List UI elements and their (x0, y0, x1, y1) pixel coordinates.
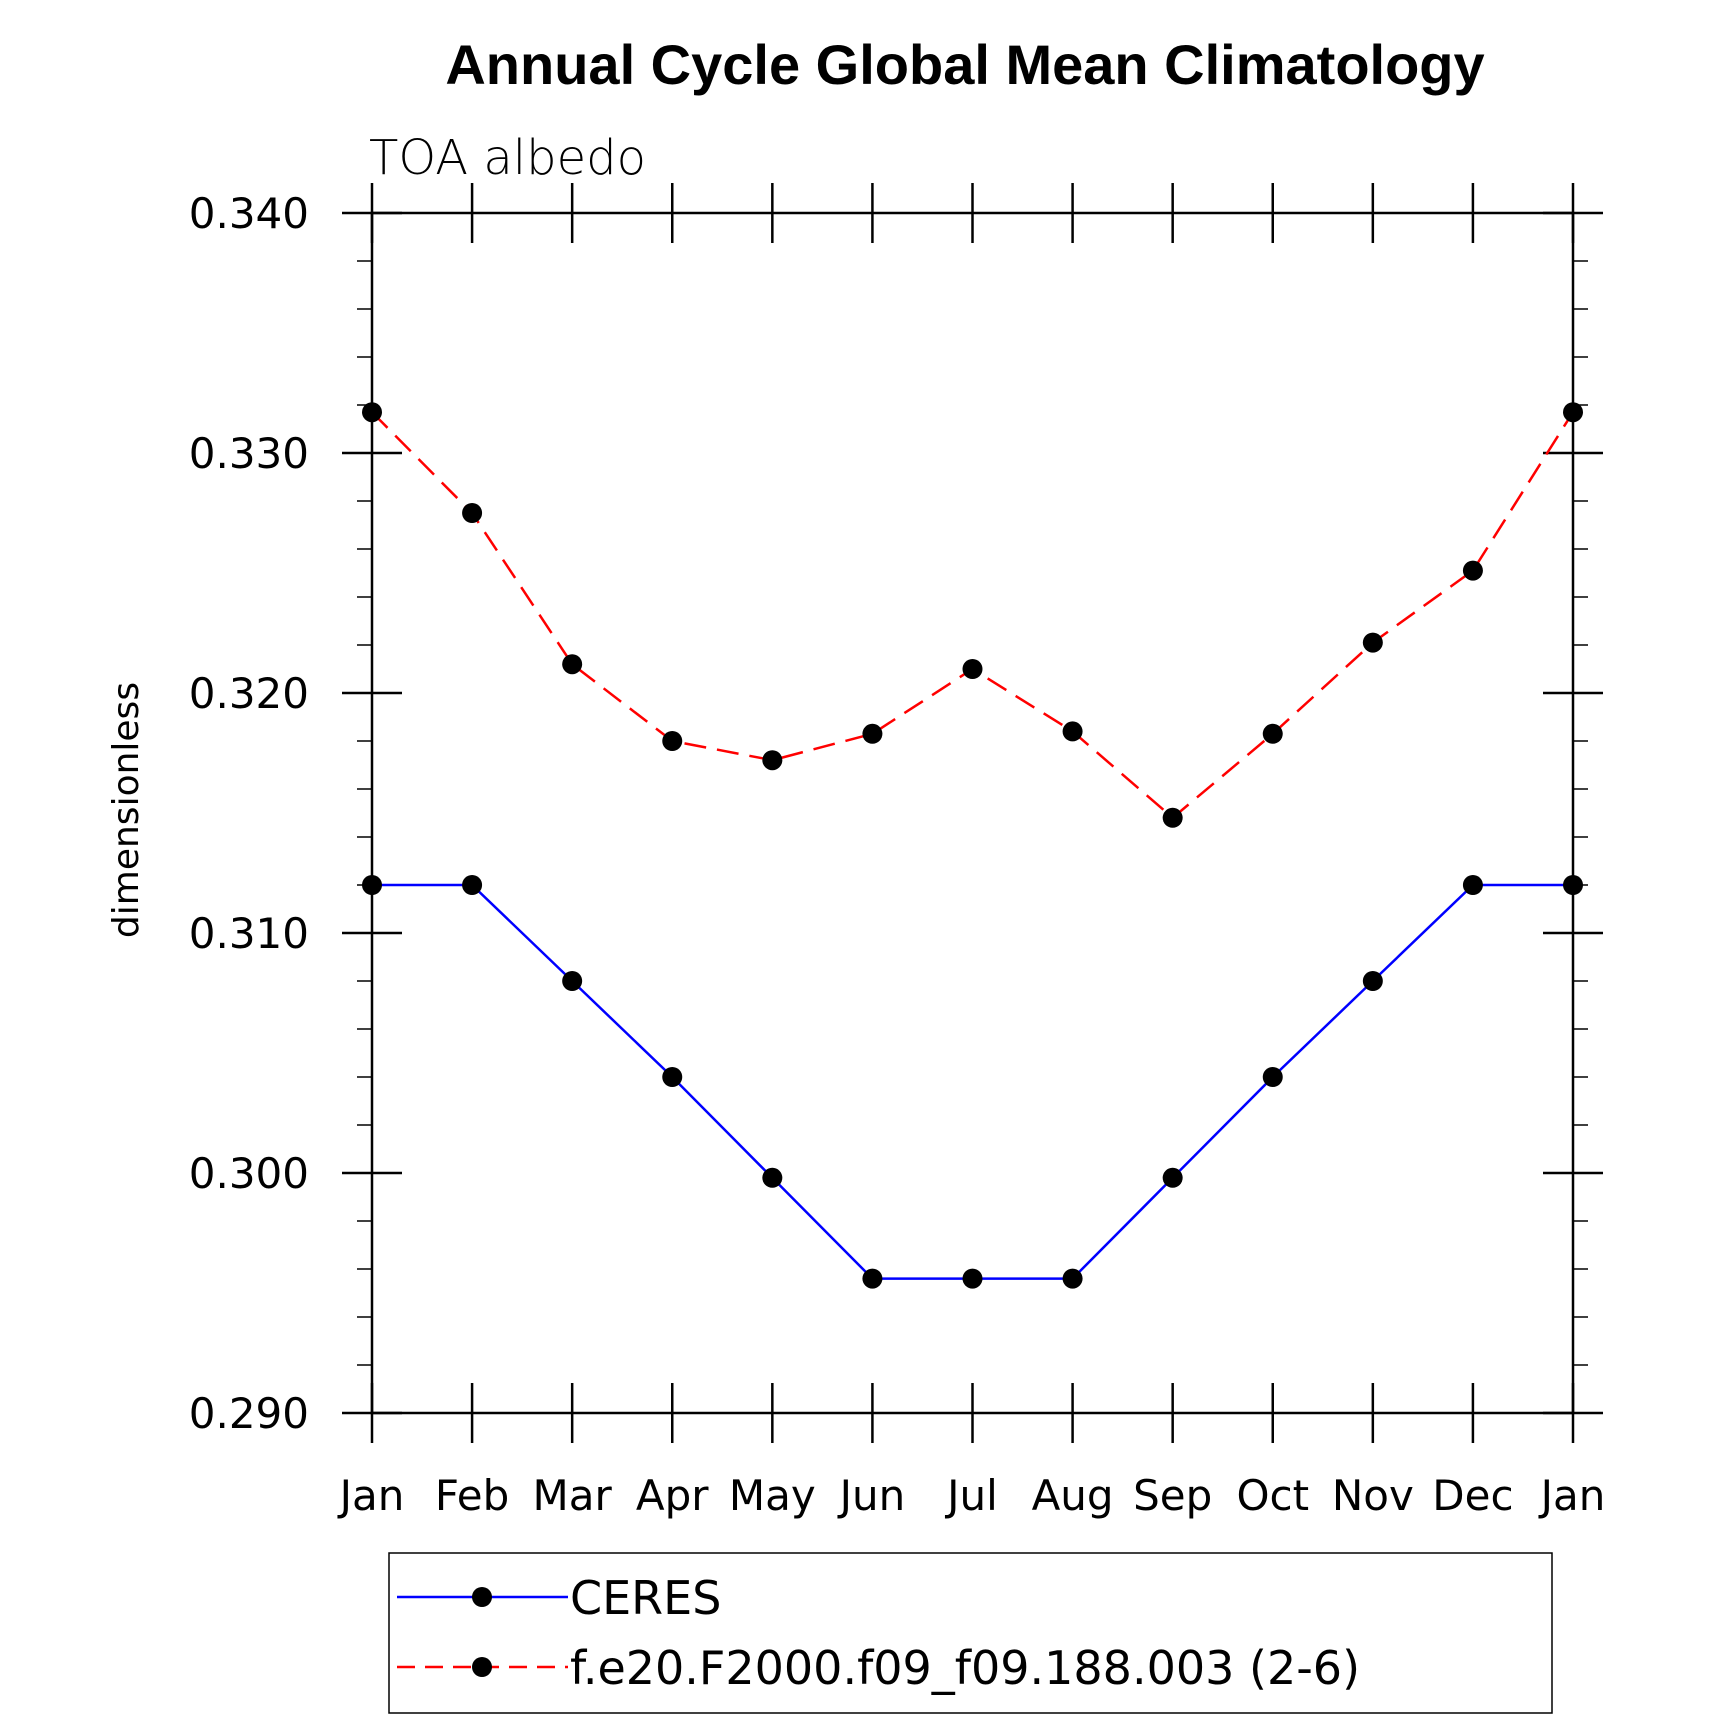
data-point-model (1362, 632, 1383, 653)
plot-border (370, 211, 1575, 1415)
y-tick-label: 0.330 (189, 429, 309, 478)
data-point-ceres (562, 971, 583, 991)
y-tick-label: 0.310 (189, 909, 309, 958)
data-point-model (762, 750, 783, 771)
plot-frame (370, 211, 1575, 1415)
data-point-ceres (1462, 875, 1483, 895)
x-tick-label: Dec (1432, 1471, 1513, 1520)
data-point-model (962, 659, 983, 679)
x-tick-label: Apr (636, 1471, 709, 1520)
legend-label-model: f.e20.F2000.f09_f09.188.003 (2-6) (570, 1641, 1360, 1695)
data-point-model (662, 731, 683, 751)
y-axis-label: dimensionless (106, 682, 147, 938)
x-tick-label: Sep (1133, 1471, 1212, 1520)
legend: CERES f.e20.F2000.f09_f09.188.003 (2-6) (388, 1552, 1553, 1714)
legend-label-ceres: CERES (570, 1571, 721, 1625)
axis-ticks (342, 183, 1603, 1443)
x-tick-label: Jul (944, 1471, 998, 1520)
data-point-model (462, 503, 483, 523)
chart-subtitle: TOA albedo (369, 130, 646, 186)
legend-marker-model (472, 1657, 492, 1677)
data-point-model (1462, 560, 1483, 581)
data-point-ceres (1362, 971, 1383, 991)
series-line-model (371, 411, 1575, 820)
chart-title: Annual Cycle Global Mean Climatology (445, 33, 1484, 96)
data-point-ceres (962, 1268, 983, 1289)
y-tick-labels: 0.290 0.300 0.310 0.320 0.330 0.340 (189, 189, 309, 1438)
x-tick-label: Jun (837, 1471, 906, 1520)
data-point-ceres (362, 875, 382, 895)
data-point-ceres (762, 1167, 783, 1188)
data-point-ceres (1563, 875, 1583, 895)
data-point-ceres (1162, 1167, 1183, 1188)
data-point-model (362, 402, 382, 423)
data-point-model (1162, 807, 1183, 828)
series-line-ceres (372, 883, 1573, 1280)
y-tick-label: 0.340 (189, 189, 309, 238)
y-tick-label: 0.320 (189, 669, 309, 718)
x-tick-label: Aug (1032, 1471, 1114, 1520)
y-tick-label: 0.300 (189, 1149, 309, 1198)
data-point-model (862, 723, 883, 744)
data-point-model (1563, 402, 1583, 423)
data-point-ceres (1062, 1268, 1083, 1289)
x-tick-label: Jan (337, 1471, 405, 1520)
x-tick-label: May (729, 1471, 816, 1520)
y-tick-label: 0.290 (189, 1389, 309, 1438)
legend-box (388, 1552, 1553, 1714)
x-tick-label: Feb (435, 1471, 509, 1520)
x-tick-labels: Jan Feb Mar Apr May Jun Jul Aug Sep Oct Nov Dec Jan (337, 1471, 1606, 1520)
x-tick-label: Mar (533, 1471, 613, 1520)
x-tick-label: Nov (1332, 1471, 1414, 1520)
series-group (362, 402, 1583, 1289)
legend-marker-ceres (472, 1587, 492, 1607)
x-tick-label: Oct (1236, 1471, 1309, 1520)
x-tick-label: Jan (1538, 1471, 1606, 1520)
data-point-model (1262, 723, 1283, 744)
data-point-ceres (862, 1268, 883, 1289)
data-point-ceres (1262, 1067, 1283, 1087)
data-point-ceres (662, 1067, 683, 1087)
data-point-ceres (462, 875, 483, 895)
data-point-model (562, 654, 583, 675)
data-point-model (1062, 721, 1083, 742)
